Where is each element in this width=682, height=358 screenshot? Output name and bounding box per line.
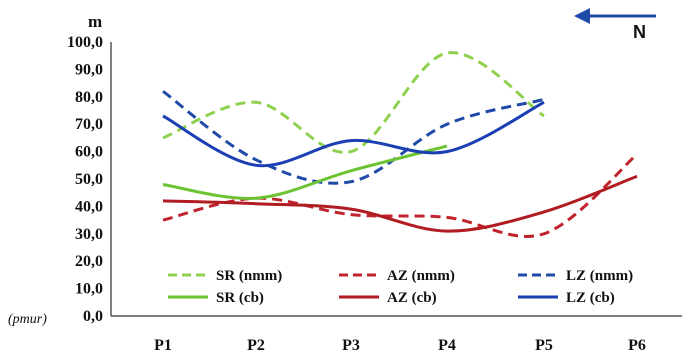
series-line-2 [162, 90, 545, 185]
north-arrow: N [574, 8, 656, 42]
series-line-3 [162, 144, 448, 200]
x-tick-label: P3 [342, 337, 360, 354]
y-axis-unit-label: m [88, 12, 102, 31]
y-tick-label: 0,0 [83, 308, 103, 325]
y-tick-label: 70,0 [75, 116, 103, 133]
north-label: N [633, 22, 646, 42]
y-tick-labels: 0,0 10,0 20,0 30,0 40,0 50,0 60,0 70,0 80,0 90,0 1… [67, 34, 103, 325]
x-tick-labels: P1 P2 P3 P4 P5 P6 [154, 337, 646, 354]
y-tick-label: 20,0 [75, 253, 103, 270]
x-tick-label: P6 [628, 337, 646, 354]
y-zero-note: (pmur) [8, 312, 47, 327]
north-arrow-head-icon [574, 8, 590, 24]
y-tick-label: 40,0 [75, 198, 103, 215]
legend-label: SR (nmm) [216, 268, 282, 284]
legend-label: LZ (cb) [566, 290, 615, 306]
legend-label: AZ (cb) [387, 290, 437, 306]
legend-label: LZ (nmm) [566, 268, 633, 284]
x-tick-label: P2 [247, 337, 265, 354]
y-tick-label: 30,0 [75, 226, 103, 243]
y-tick-label: 10,0 [75, 281, 103, 298]
x-tick-label: P1 [154, 337, 172, 354]
y-tick-label: 50,0 [75, 171, 103, 188]
series-line-5 [162, 100, 545, 168]
legend-label: SR (cb) [216, 290, 264, 306]
y-tick-label: 80,0 [75, 89, 103, 106]
y-tick-label: 100,0 [67, 34, 103, 51]
y-tick-label: 90,0 [75, 61, 103, 78]
y-tick-label: 60,0 [75, 144, 103, 161]
series-lines [162, 51, 638, 238]
x-tick-label: P5 [535, 337, 553, 354]
series-line-0 [162, 51, 545, 154]
x-tick-label: P4 [438, 337, 456, 354]
legend: SR (nmm) AZ (nmm) LZ (nmm) SR (cb) AZ (cb) LZ… [168, 268, 633, 306]
legend-label: AZ (nmm) [387, 268, 455, 284]
series-line-1 [162, 153, 638, 238]
series-line-4 [162, 174, 638, 233]
axes [110, 42, 682, 317]
